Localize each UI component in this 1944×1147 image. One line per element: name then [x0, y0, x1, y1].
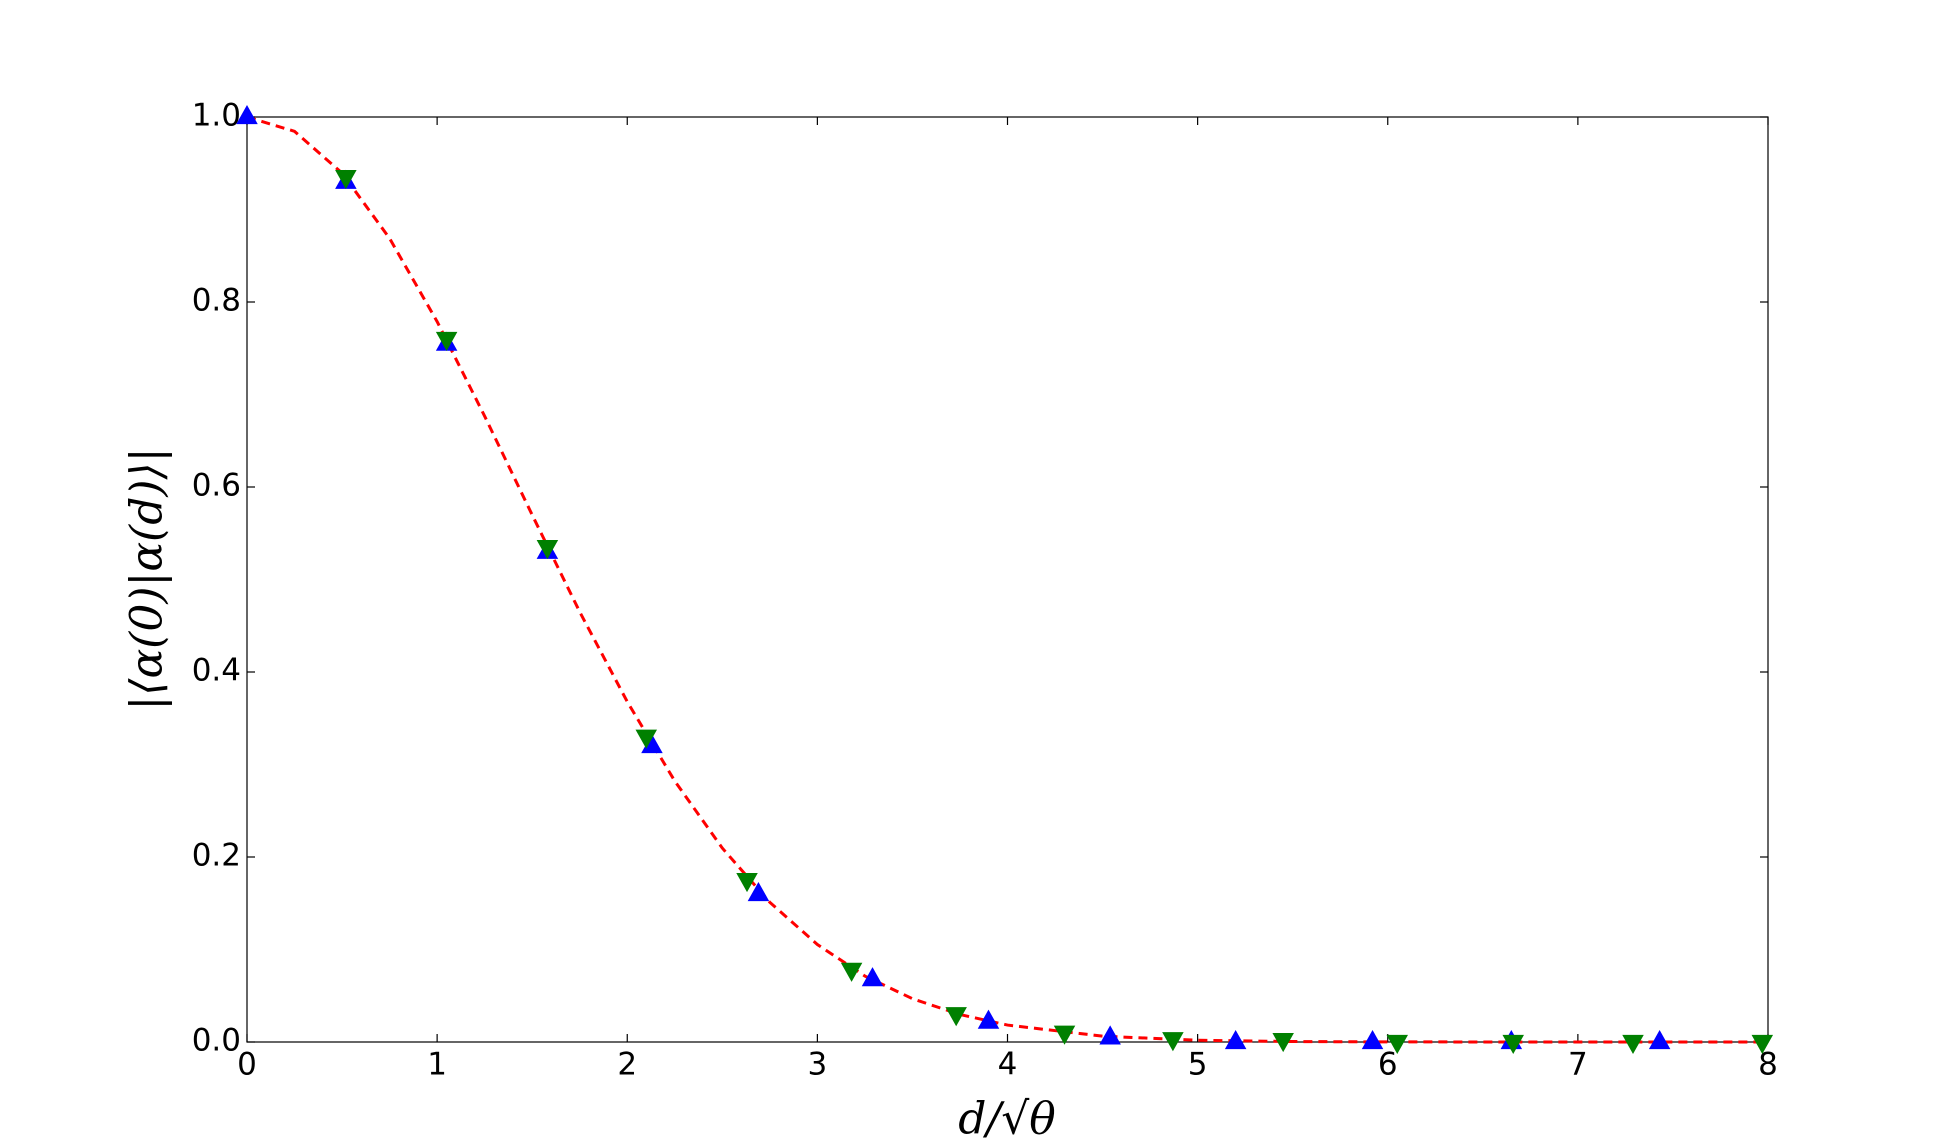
plot-frame — [246, 116, 1769, 1043]
x-tick-label: 5 — [1188, 1047, 1208, 1083]
data-point — [977, 1009, 1000, 1029]
x-tick-label: 8 — [1758, 1047, 1778, 1083]
y-tick-label: 0.2 — [192, 838, 241, 874]
x-tick-label: 2 — [617, 1047, 637, 1083]
data-point — [1502, 1034, 1524, 1055]
data-point — [1053, 1025, 1076, 1045]
data-point — [635, 729, 658, 749]
data-point — [1099, 1025, 1121, 1045]
data-point — [1386, 1034, 1409, 1055]
y-tick-label: 0.4 — [192, 653, 241, 689]
data-point — [335, 170, 357, 190]
data-point — [861, 967, 884, 987]
data-point — [1361, 1029, 1384, 1050]
data-point — [1751, 1034, 1774, 1055]
x-tick-label: 3 — [808, 1047, 828, 1083]
data-point — [1622, 1034, 1644, 1055]
x-tick-label: 0 — [237, 1047, 257, 1083]
x-tick-label: 4 — [998, 1047, 1018, 1083]
data-point — [1162, 1032, 1184, 1052]
y-tick-label: 1.0 — [192, 98, 241, 134]
data-point — [840, 962, 863, 982]
data-point — [747, 881, 770, 902]
x-tick-label: 1 — [427, 1047, 447, 1083]
y-tick-label: 0.8 — [192, 283, 241, 319]
data-point — [1648, 1029, 1671, 1050]
data-point — [945, 1007, 967, 1027]
y-tick-label: 0.0 — [192, 1023, 241, 1059]
x-tick-label: 7 — [1568, 1047, 1588, 1083]
x-axis-label: d/√θ — [958, 1094, 1056, 1145]
fit-curve — [246, 115, 1768, 1044]
data-point — [1224, 1029, 1247, 1050]
x-tick-label: 6 — [1378, 1047, 1398, 1083]
y-axis-label: |⟨α(0)|α(d)⟩| — [122, 447, 173, 710]
data-point — [536, 540, 559, 560]
data-point — [736, 873, 758, 893]
y-tick-label: 0.6 — [192, 468, 241, 504]
data-point — [435, 331, 458, 352]
data-point — [236, 104, 258, 125]
data-point — [1272, 1033, 1294, 1053]
